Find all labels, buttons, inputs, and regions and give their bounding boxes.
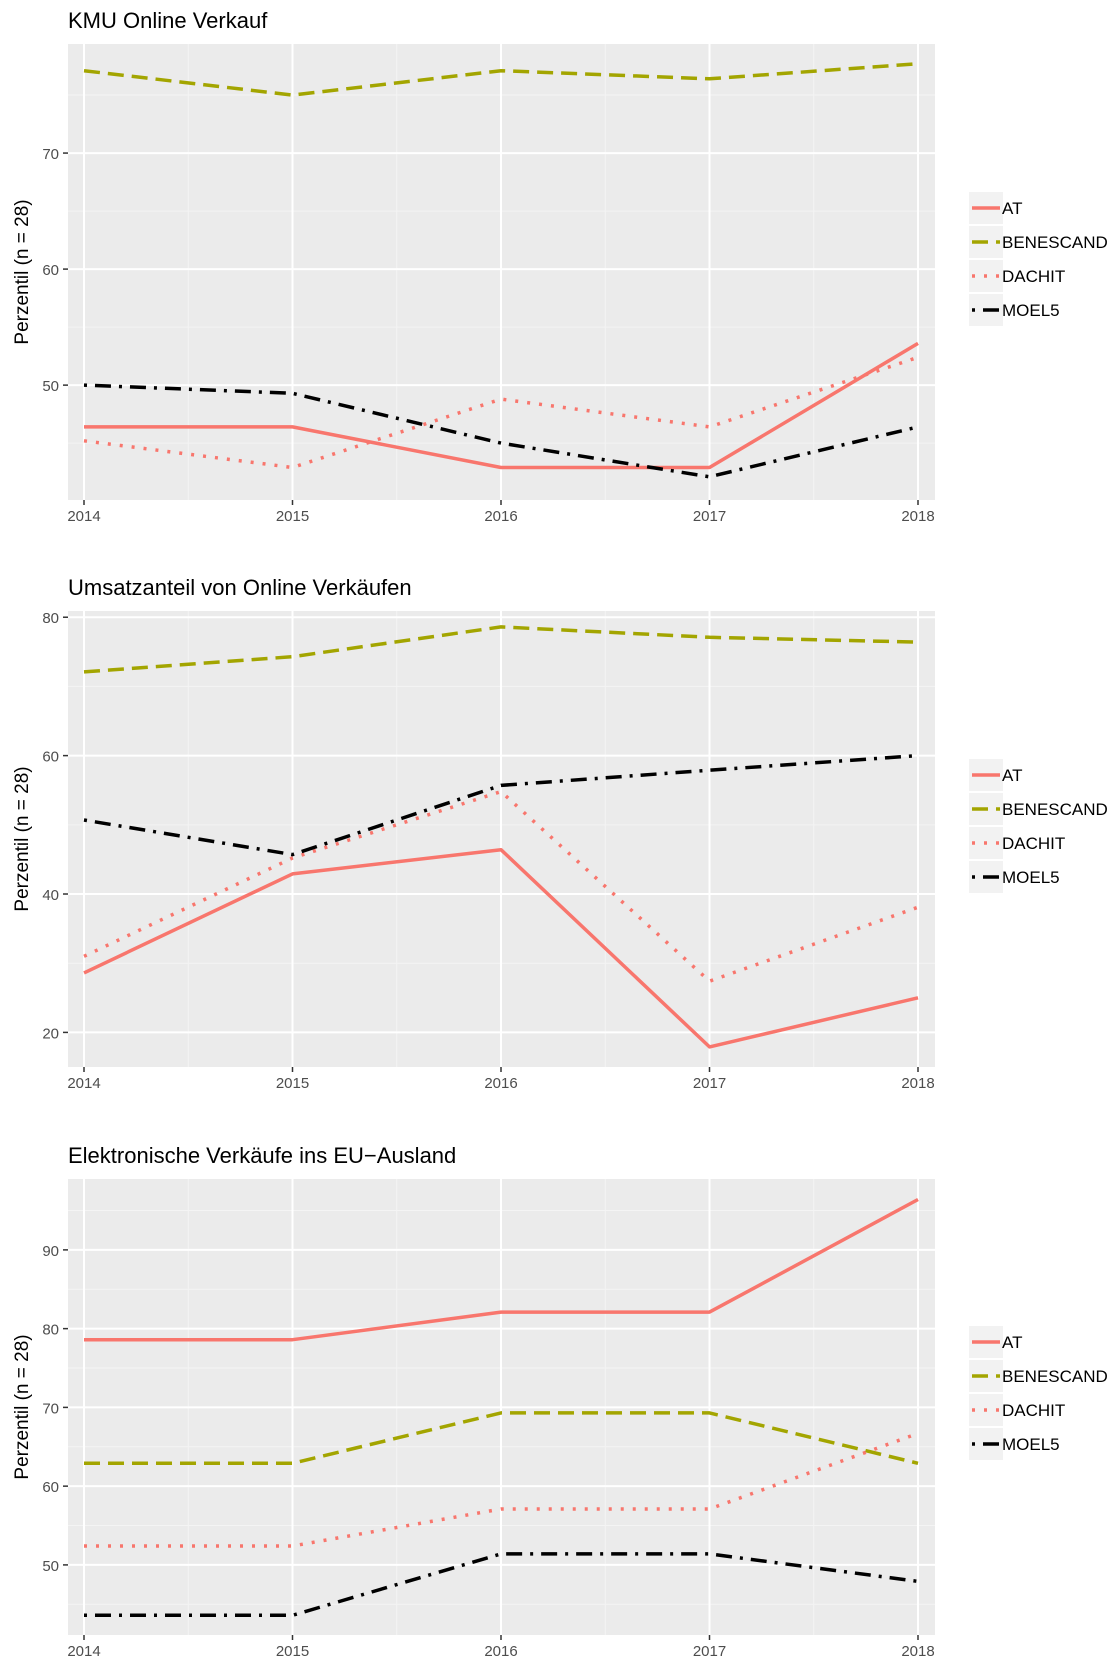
legend-label: BENESCAND xyxy=(1002,800,1108,819)
x-tick-label: 2014 xyxy=(67,1643,100,1660)
legend-label: DACHIT xyxy=(1002,834,1065,853)
legend-label: MOEL5 xyxy=(1002,301,1060,320)
legend-label: AT xyxy=(1002,766,1022,785)
x-tick-label: 2014 xyxy=(67,508,100,525)
x-tick-label: 2016 xyxy=(484,1075,517,1092)
x-tick-label: 2014 xyxy=(67,1075,100,1092)
legend-label: DACHIT xyxy=(1002,1401,1065,1420)
x-tick-label: 2018 xyxy=(901,1075,934,1092)
chart-1: KMU Online Verkauf 50 60 70 2014 2015 2016 2017… xyxy=(12,8,1108,525)
x-tick-label: 2015 xyxy=(276,508,309,525)
series-line-dachit xyxy=(84,1431,919,1548)
series-line-benescand xyxy=(83,625,919,674)
y-tick-label: 50 xyxy=(42,1558,59,1575)
x-tick-label: 2018 xyxy=(901,1643,934,1660)
y-tick-label: 80 xyxy=(42,610,59,627)
y-tick-label: 20 xyxy=(42,1025,59,1042)
legend-label: BENESCAND xyxy=(1002,1367,1108,1386)
x-tick-label: 2015 xyxy=(276,1643,309,1660)
legend-label: AT xyxy=(1002,199,1022,218)
x-tick-label: 2018 xyxy=(901,508,934,525)
x-tick-label: 2016 xyxy=(484,508,517,525)
chart-title: KMU Online Verkauf xyxy=(68,8,268,33)
legend-label: AT xyxy=(1002,1333,1022,1352)
legend-label: BENESCAND xyxy=(1002,233,1108,252)
legend: AT BENESCAND DACHIT MOEL5 xyxy=(969,192,1108,326)
y-tick-label: 60 xyxy=(42,262,59,279)
series-line-benescand xyxy=(84,1411,919,1466)
y-axis-label: Perzentil (n = 28) xyxy=(12,199,33,344)
y-tick-label: 70 xyxy=(42,146,59,163)
y-axis-label: Perzentil (n = 28) xyxy=(12,766,33,911)
legend: AT BENESCAND DACHIT MOEL5 xyxy=(969,1326,1108,1460)
legend-label: MOEL5 xyxy=(1002,868,1060,887)
y-tick-label: 50 xyxy=(42,378,59,395)
y-tick-label: 40 xyxy=(42,887,59,904)
legend: AT BENESCAND DACHIT MOEL5 xyxy=(969,759,1108,893)
x-tick-label: 2017 xyxy=(693,508,726,525)
y-tick-label: 60 xyxy=(42,1479,59,1496)
series-line-at xyxy=(84,1197,919,1342)
chart-title: Elektronische Verkäufe ins EU−Ausland xyxy=(68,1143,456,1168)
legend-label: DACHIT xyxy=(1002,267,1065,286)
y-tick-label: 90 xyxy=(42,1243,59,1260)
series-line-at xyxy=(83,847,919,1049)
chart-title: Umsatzanteil von Online Verkäufen xyxy=(68,575,412,600)
series-line-moel5 xyxy=(83,753,919,857)
x-tick-label: 2017 xyxy=(693,1643,726,1660)
x-tick-label: 2017 xyxy=(693,1075,726,1092)
series-line-at xyxy=(84,341,919,470)
chart-3: Elektronische Verkäufe ins EU−Ausland 50 6… xyxy=(12,1143,1108,1660)
chart-2: Umsatzanteil von Online Verkäufen 20 40 60 8… xyxy=(12,575,1108,1092)
y-tick-label: 80 xyxy=(42,1322,59,1339)
series-line-benescand xyxy=(83,61,919,97)
x-tick-label: 2015 xyxy=(276,1075,309,1092)
series-line-dachit xyxy=(83,789,919,983)
y-axis-label: Perzentil (n = 28) xyxy=(12,1334,33,1479)
legend-label: MOEL5 xyxy=(1002,1435,1060,1454)
y-tick-label: 70 xyxy=(42,1400,59,1417)
y-tick-label: 60 xyxy=(42,749,59,766)
x-tick-label: 2016 xyxy=(484,1643,517,1660)
